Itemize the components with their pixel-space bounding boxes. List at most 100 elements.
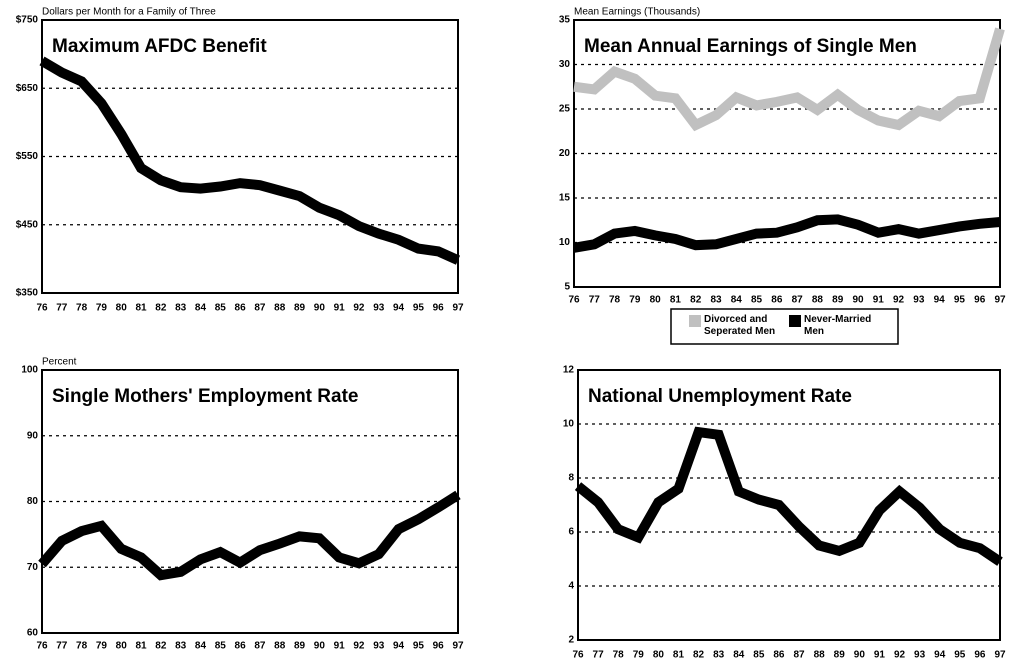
x-tick-label: 78 xyxy=(76,641,88,652)
y-tick-label: 30 xyxy=(559,59,571,70)
x-tick-label: 83 xyxy=(175,303,187,314)
y-tick-label: $750 xyxy=(16,15,39,26)
y-tick-label: 70 xyxy=(27,562,39,573)
x-tick-label: 77 xyxy=(589,295,601,306)
chart: 2 4 6 8 10 12 76 77 78 79 80 81 82 83 84 85 86 87 88 89 90 91… xyxy=(563,365,1006,661)
chart: 5 10 15 20 25 30 35 76 77 78 79 80 81 82 83 84 85 86 87 88 8… xyxy=(559,7,1006,345)
x-tick-label: 86 xyxy=(235,641,247,652)
y-tick-label: 8 xyxy=(568,473,574,484)
x-tick-label: 97 xyxy=(994,650,1006,661)
x-tick-label: 79 xyxy=(629,295,641,306)
x-tick-label: 78 xyxy=(76,303,88,314)
y-tick-label: 4 xyxy=(568,581,574,592)
x-tick-label: 92 xyxy=(894,650,906,661)
x-tick-label: 95 xyxy=(413,303,425,314)
x-tick-label: 76 xyxy=(36,641,48,652)
x-tick-label: 97 xyxy=(452,303,464,314)
x-tick-label: 95 xyxy=(413,641,425,652)
y-tick-label: 100 xyxy=(21,365,38,376)
x-tick-label: 84 xyxy=(195,303,207,314)
x-tick-label: 85 xyxy=(215,641,227,652)
y-tick-label: 10 xyxy=(559,237,571,248)
x-tick-label: 83 xyxy=(713,650,725,661)
data-line xyxy=(39,56,461,265)
data-line xyxy=(38,490,461,581)
x-tick-label: 87 xyxy=(254,303,266,314)
x-tick-label: 80 xyxy=(116,641,128,652)
legend-swatch xyxy=(789,315,801,327)
x-tick-label: 88 xyxy=(274,641,286,652)
x-tick-label: 97 xyxy=(452,641,464,652)
x-tick-label: 86 xyxy=(771,295,783,306)
x-tick-label: 93 xyxy=(373,641,385,652)
x-tick-label: 81 xyxy=(135,303,147,314)
x-tick-label: 96 xyxy=(433,303,445,314)
x-tick-label: 84 xyxy=(195,641,207,652)
x-tick-label: 83 xyxy=(710,295,722,306)
y-tick-label: 2 xyxy=(568,635,574,646)
x-tick-label: 94 xyxy=(393,303,405,314)
x-tick-label: 85 xyxy=(215,303,227,314)
y-tick-label: 6 xyxy=(568,527,574,538)
x-tick-label: 96 xyxy=(974,295,986,306)
y-tick-label: 12 xyxy=(563,365,575,376)
data-line xyxy=(573,214,1001,253)
x-tick-label: 90 xyxy=(854,650,866,661)
x-tick-label: 77 xyxy=(593,650,605,661)
x-tick-label: 86 xyxy=(773,650,785,661)
data-line xyxy=(573,27,1005,132)
y-tick-label: 15 xyxy=(559,193,571,204)
x-tick-label: 93 xyxy=(914,650,926,661)
y-tick-label: 20 xyxy=(559,148,571,159)
y-tick-label: 35 xyxy=(559,15,571,26)
x-tick-label: 93 xyxy=(913,295,925,306)
y-tick-label: 25 xyxy=(559,104,571,115)
x-tick-label: 79 xyxy=(633,650,645,661)
x-tick-label: 96 xyxy=(974,650,986,661)
legend-label: Never-Married Men xyxy=(804,314,872,337)
x-tick-label: 92 xyxy=(353,303,365,314)
chart-title: Maximum AFDC Benefit xyxy=(52,36,267,57)
x-tick-label: 79 xyxy=(96,641,108,652)
x-tick-label: 88 xyxy=(814,650,826,661)
x-tick-label: 88 xyxy=(274,303,286,314)
x-tick-label: 78 xyxy=(613,650,625,661)
x-tick-label: 77 xyxy=(56,641,68,652)
y-axis-label: Mean Earnings (Thousands) xyxy=(574,7,700,18)
x-tick-label: 85 xyxy=(751,295,763,306)
x-tick-label: 89 xyxy=(834,650,846,661)
y-tick-label: 5 xyxy=(564,282,570,293)
x-tick-label: 97 xyxy=(994,295,1006,306)
x-tick-label: 94 xyxy=(934,295,946,306)
x-tick-label: 91 xyxy=(873,295,885,306)
x-tick-label: 95 xyxy=(954,650,966,661)
x-tick-label: 92 xyxy=(893,295,905,306)
x-tick-label: 85 xyxy=(753,650,765,661)
y-tick-label: $450 xyxy=(16,219,39,230)
y-tick-label: 90 xyxy=(27,430,39,441)
x-tick-label: 77 xyxy=(56,303,68,314)
y-axis-label: Dollars per Month for a Family of Three xyxy=(42,7,216,18)
x-tick-label: 90 xyxy=(852,295,864,306)
chart: 60 70 80 90 100 76 77 78 79 80 81 82 83 84 85 86 87 88 89 9… xyxy=(21,357,464,652)
x-tick-label: 76 xyxy=(36,303,48,314)
y-tick-label: $650 xyxy=(16,83,39,94)
x-tick-label: 91 xyxy=(334,303,346,314)
x-tick-label: 95 xyxy=(954,295,966,306)
plot-frame xyxy=(573,19,1001,288)
x-tick-label: 88 xyxy=(812,295,824,306)
x-tick-label: 90 xyxy=(314,303,326,314)
x-tick-label: 82 xyxy=(690,295,702,306)
y-tick-label: 80 xyxy=(27,496,39,507)
x-tick-label: 80 xyxy=(650,295,662,306)
x-tick-label: 89 xyxy=(832,295,844,306)
x-tick-label: 91 xyxy=(874,650,886,661)
x-tick-label: 84 xyxy=(731,295,743,306)
chart-title: Single Mothers' Employment Rate xyxy=(52,386,358,407)
x-tick-label: 90 xyxy=(314,641,326,652)
y-tick-label: $550 xyxy=(16,151,39,162)
y-axis-label: Percent xyxy=(42,357,77,368)
chart-title: National Unemployment Rate xyxy=(588,386,852,407)
x-tick-label: 87 xyxy=(792,295,804,306)
